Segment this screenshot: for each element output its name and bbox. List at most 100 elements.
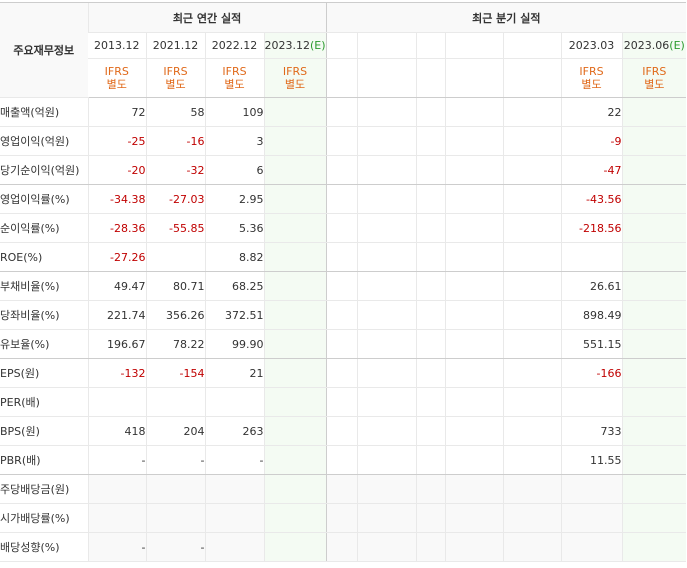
quarter-cell bbox=[502, 300, 562, 330]
annual-cell: 372.51 bbox=[204, 300, 264, 330]
annual-cell: -27.03 bbox=[145, 184, 205, 214]
separate-label: 별도 bbox=[284, 78, 306, 91]
quarter-ifrs-empty bbox=[502, 58, 562, 98]
quarter-cell bbox=[415, 503, 446, 533]
quarter-cell bbox=[502, 271, 562, 301]
table-row: EPS(원) -132 -154 21 -166 bbox=[0, 358, 687, 388]
annual-cell: 109 bbox=[204, 97, 264, 127]
annual-cell: 80.71 bbox=[145, 271, 205, 301]
quarter-cell bbox=[444, 445, 504, 475]
quarter-cell bbox=[325, 155, 358, 185]
quarter-header: 최근 분기 실적 bbox=[325, 2, 687, 33]
quarter-date-2 bbox=[415, 32, 446, 59]
quarter-cell bbox=[325, 329, 358, 359]
annual-cell bbox=[145, 242, 205, 272]
row-label: 당기순이익(억원) bbox=[0, 155, 88, 185]
ifrs-label: IFRS bbox=[642, 65, 667, 78]
quarter-cell: -218.56 bbox=[560, 213, 623, 243]
table-row: 시가배당률(%) bbox=[0, 503, 687, 533]
annual-cell bbox=[263, 358, 327, 388]
quarter-cell bbox=[415, 474, 446, 504]
quarter-cell bbox=[325, 503, 358, 533]
annual-cell: 263 bbox=[204, 416, 264, 446]
quarter-cell bbox=[502, 387, 562, 417]
quarter-cell bbox=[415, 445, 446, 475]
quarter-cell bbox=[325, 358, 358, 388]
quarter-cell bbox=[502, 184, 562, 214]
quarter-ifrs-empty bbox=[325, 58, 358, 98]
quarter-date-1 bbox=[356, 32, 417, 59]
quarter-cell: 733 bbox=[560, 416, 623, 446]
row-label: PBR(배) bbox=[0, 445, 88, 475]
table-row: 순이익률(%) -28.36 -55.85 5.36 -218.56 bbox=[0, 213, 687, 243]
annual-cell: 356.26 bbox=[145, 300, 205, 330]
annual-cell: - bbox=[145, 445, 205, 475]
quarter-cell bbox=[356, 532, 417, 562]
annual-cell bbox=[263, 155, 327, 185]
quarter-cell bbox=[356, 271, 417, 301]
quarter-cell bbox=[502, 155, 562, 185]
quarter-cell: -9 bbox=[560, 126, 623, 156]
annual-cell: 6 bbox=[204, 155, 264, 185]
ifrs-label: IFRS bbox=[104, 65, 129, 78]
quarter-cell bbox=[502, 532, 562, 562]
quarter-cell bbox=[502, 242, 562, 272]
annual-ifrs-3: IFRS 별도 bbox=[263, 58, 327, 98]
quarter-cell: 898.49 bbox=[560, 300, 623, 330]
quarter-cell bbox=[444, 126, 504, 156]
quarter-cell bbox=[444, 329, 504, 359]
annual-cell bbox=[263, 184, 327, 214]
quarter-cell bbox=[444, 503, 504, 533]
row-label: 유보율(%) bbox=[0, 329, 88, 359]
annual-date-2: 2022.12 bbox=[204, 32, 264, 59]
annual-cell: 3 bbox=[204, 126, 264, 156]
quarter-cell bbox=[356, 416, 417, 446]
annual-cell: 78.22 bbox=[145, 329, 205, 359]
quarter-cell bbox=[356, 358, 417, 388]
quarter-cell bbox=[444, 184, 504, 214]
quarter-cell bbox=[356, 300, 417, 330]
table-row: 당기순이익(억원) -20 -32 6 -47 bbox=[0, 155, 687, 185]
separate-label: 별도 bbox=[644, 78, 665, 91]
quarter-ifrs-empty bbox=[356, 58, 417, 98]
table-row: 주당배당금(원) bbox=[0, 474, 687, 504]
quarter-cell bbox=[560, 242, 623, 272]
annual-cell bbox=[263, 532, 327, 562]
annual-ifrs-1: IFRS 별도 bbox=[145, 58, 205, 98]
row-label: 영업이익률(%) bbox=[0, 184, 88, 214]
annual-cell bbox=[263, 271, 327, 301]
row-label: 시가배당률(%) bbox=[0, 503, 88, 533]
quarter-cell bbox=[356, 387, 417, 417]
quarter-cell bbox=[621, 242, 687, 272]
quarter-cell bbox=[415, 416, 446, 446]
annual-cell: -154 bbox=[145, 358, 205, 388]
annual-cell: - bbox=[145, 532, 205, 562]
annual-cell bbox=[263, 416, 327, 446]
annual-cell: 196.67 bbox=[87, 329, 146, 359]
annual-cell bbox=[145, 503, 205, 533]
quarter-cell bbox=[621, 358, 687, 388]
quarter-cell bbox=[502, 416, 562, 446]
annual-cell: - bbox=[87, 532, 146, 562]
annual-cell: 68.25 bbox=[204, 271, 264, 301]
quarter-cell bbox=[415, 387, 446, 417]
quarter-cell bbox=[444, 155, 504, 185]
separate-label: 별도 bbox=[106, 78, 127, 91]
quarter-cell bbox=[415, 126, 446, 156]
quarter-cell bbox=[415, 242, 446, 272]
quarter-cell bbox=[356, 329, 417, 359]
table-row: BPS(원) 418 204 263 733 bbox=[0, 416, 687, 446]
annual-cell: 21 bbox=[204, 358, 264, 388]
quarter-ifrs-5: IFRS 별도 bbox=[560, 58, 623, 98]
annual-cell: -32 bbox=[145, 155, 205, 185]
quarter-cell: 26.61 bbox=[560, 271, 623, 301]
annual-date-1: 2021.12 bbox=[145, 32, 205, 59]
quarter-cell bbox=[444, 242, 504, 272]
table-row: ROE(%) -27.26 8.82 bbox=[0, 242, 687, 272]
row-label: BPS(원) bbox=[0, 416, 88, 446]
annual-cell: 49.47 bbox=[87, 271, 146, 301]
quarter-cell bbox=[444, 300, 504, 330]
quarter-cell bbox=[621, 387, 687, 417]
quarter-cell bbox=[356, 213, 417, 243]
quarter-cell bbox=[325, 184, 358, 214]
